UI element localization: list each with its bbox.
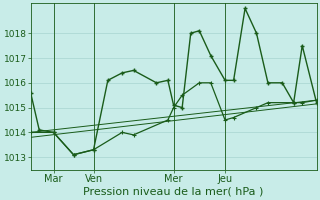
X-axis label: Pression niveau de la mer( hPa ): Pression niveau de la mer( hPa ): [84, 187, 264, 197]
